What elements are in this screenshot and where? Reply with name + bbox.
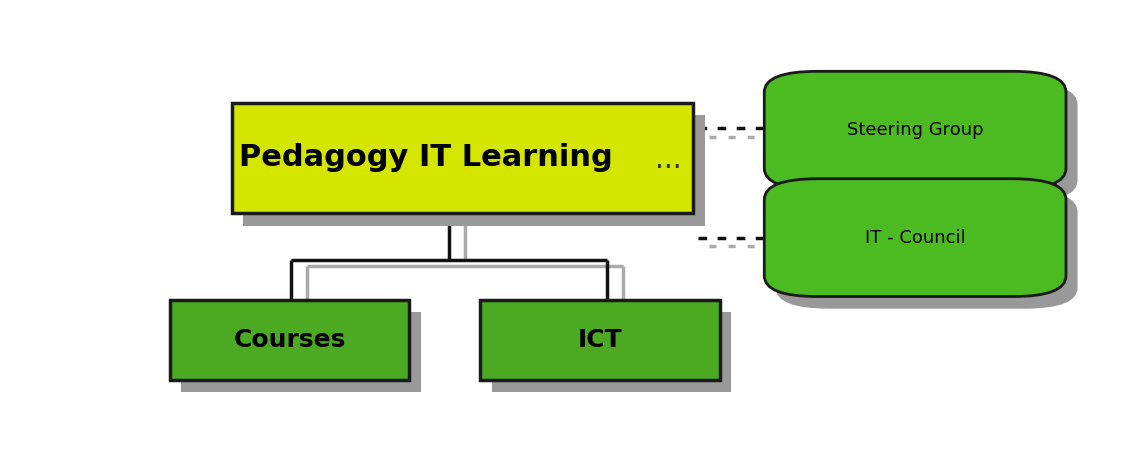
Bar bbox=[169, 300, 410, 380]
Bar bbox=[492, 312, 732, 392]
Bar bbox=[231, 103, 694, 213]
Text: Steering Group: Steering Group bbox=[847, 121, 984, 139]
Text: Pedagogy IT Learning: Pedagogy IT Learning bbox=[239, 144, 613, 172]
Bar bbox=[181, 312, 421, 392]
Text: ICT: ICT bbox=[578, 328, 623, 352]
Bar bbox=[244, 115, 705, 225]
FancyBboxPatch shape bbox=[776, 191, 1077, 309]
Text: Courses: Courses bbox=[234, 328, 346, 352]
FancyBboxPatch shape bbox=[765, 179, 1066, 297]
Text: IT - Council: IT - Council bbox=[864, 229, 965, 247]
Text: ...: ... bbox=[655, 146, 681, 174]
FancyBboxPatch shape bbox=[765, 71, 1066, 189]
FancyBboxPatch shape bbox=[776, 83, 1077, 201]
Bar bbox=[481, 300, 720, 380]
